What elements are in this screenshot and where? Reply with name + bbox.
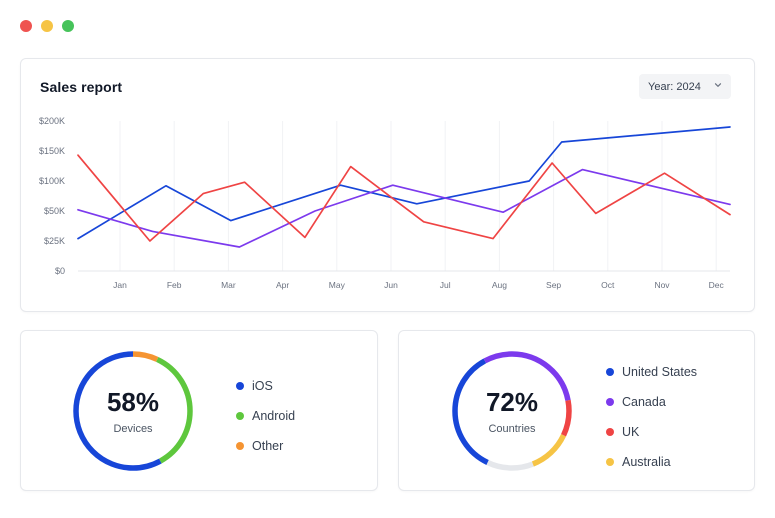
countries-segment-uk — [452, 351, 572, 471]
close-window-button[interactable] — [20, 20, 32, 32]
devices-segment-ios — [73, 351, 193, 471]
x-tick-label-dec: Dec — [709, 280, 725, 290]
chevron-down-icon — [714, 83, 722, 87]
legend-label-android: Android — [252, 409, 296, 423]
series-line-purple — [77, 168, 731, 248]
devices-segment-android — [73, 351, 193, 471]
sales-report-title: Sales report — [40, 79, 123, 95]
x-tick-label-apr: Apr — [276, 280, 289, 290]
y-tick-label-50k: $50K — [44, 206, 65, 216]
sales-line-chart: Jan Feb Mar Apr May Jun Jul Aug Sep Oct Nov Dec $0 $2… — [39, 116, 731, 290]
y-tick-label-200k: $200K — [39, 116, 65, 126]
legend-label-australia: Australia — [622, 455, 671, 469]
x-tick-label-jun: Jun — [384, 280, 398, 290]
y-tick-label-100k: $100K — [39, 176, 65, 186]
legend-swatch-australia — [606, 458, 614, 466]
legend-swatch-android — [236, 412, 244, 420]
legend-label-other: Other — [252, 439, 284, 453]
devices-donut-chart — [73, 351, 193, 471]
countries-segment-canada-2 — [452, 351, 572, 471]
legend-item-android: Android — [236, 401, 295, 431]
devices-legend: iOS Android Other — [236, 371, 295, 461]
x-tick-label-mar: Mar — [221, 280, 236, 290]
x-tick-label-feb: Feb — [167, 280, 182, 290]
countries-legend: United States Canada UK Australia — [606, 357, 697, 477]
legend-label-united-states: United States — [622, 365, 698, 379]
legend-item-ios: iOS — [236, 371, 295, 401]
legend-item-united-states: United States — [606, 357, 697, 387]
x-tick-label-sep: Sep — [546, 280, 561, 290]
legend-swatch-united-states — [606, 368, 614, 376]
x-tick-label-aug: Aug — [492, 280, 507, 290]
countries-donut-chart — [452, 351, 572, 471]
legend-swatch-uk — [606, 428, 614, 436]
legend-label-ios: iOS — [252, 379, 273, 393]
legend-item-australia: Australia — [606, 447, 697, 477]
legend-label-uk: UK — [622, 425, 640, 439]
legend-item-other: Other — [236, 431, 295, 461]
minimize-window-button[interactable] — [41, 20, 53, 32]
legend-swatch-ios — [236, 382, 244, 390]
legend-swatch-other — [236, 442, 244, 450]
year-select-label: Year: 2024 — [648, 80, 701, 93]
legend-swatch-canada — [606, 398, 614, 406]
devices-percent: 58% — [106, 387, 160, 417]
sales-report-card: Jan Feb Mar Apr May Jun Jul Aug Sep Oct Nov Dec $0 $2… — [20, 58, 755, 312]
x-tick-label-may: May — [329, 280, 346, 290]
legend-item-canada: Canada — [606, 387, 697, 417]
year-select[interactable]: Year: 2024 — [639, 74, 731, 99]
window-controls — [20, 20, 74, 32]
legend-label-canada: Canada — [622, 395, 666, 409]
countries-card: 72% Countries United States Canada UK Au… — [398, 330, 755, 491]
countries-segment-united-states — [452, 351, 572, 471]
y-tick-label-25k: $25K — [44, 236, 65, 246]
y-tick-label-150k: $150K — [39, 146, 65, 156]
devices-label: Devices — [113, 423, 153, 435]
x-tick-label-oct: Oct — [601, 280, 615, 290]
series-line-red — [77, 154, 731, 242]
countries-segment-remaining — [452, 351, 572, 471]
maximize-window-button[interactable] — [62, 20, 74, 32]
y-tick-label-0: $0 — [55, 266, 65, 276]
x-tick-label-nov: Nov — [654, 280, 670, 290]
devices-card: 58% Devices iOS Android Other — [20, 330, 378, 491]
x-tick-label-jan: Jan — [113, 280, 127, 290]
x-tick-label-jul: Jul — [440, 280, 451, 290]
series-line-blue — [77, 126, 731, 240]
legend-item-uk: UK — [606, 417, 697, 447]
countries-percent: 72% — [485, 387, 539, 417]
countries-label: Countries — [488, 423, 536, 435]
